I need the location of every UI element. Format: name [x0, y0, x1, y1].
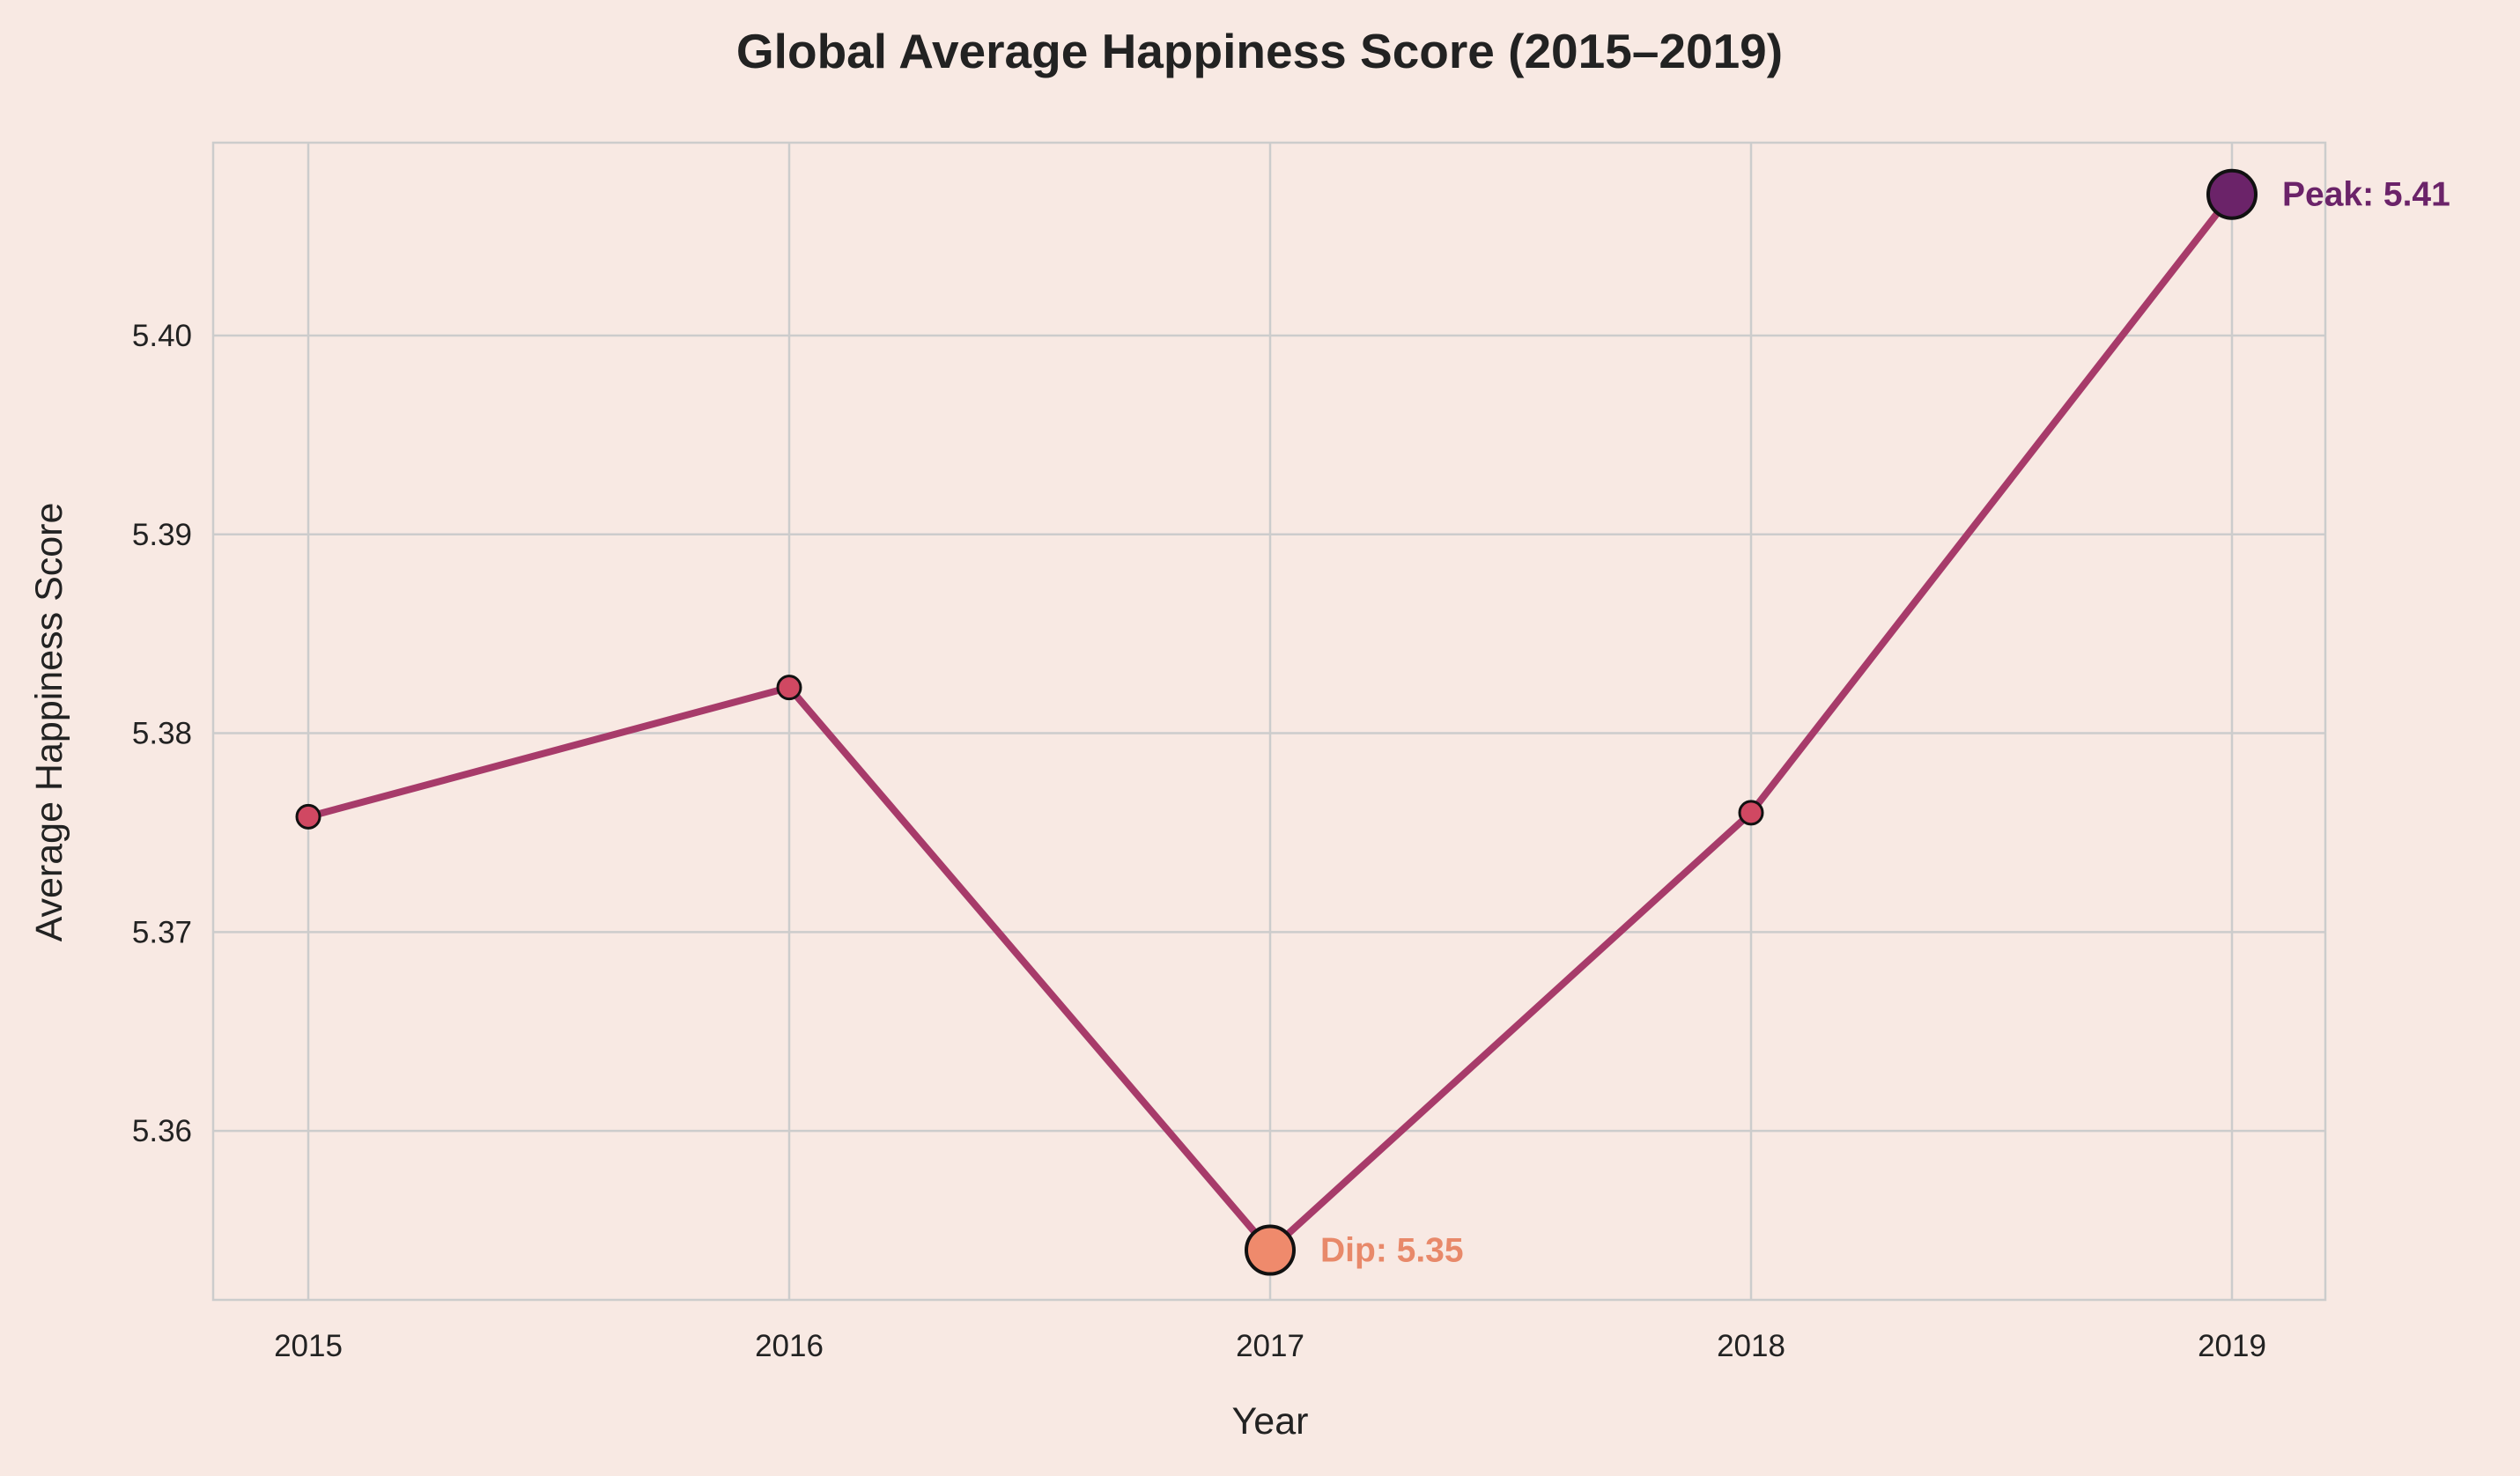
- plot-frame: [211, 141, 2327, 1302]
- x-tick-label: 2019: [2198, 1329, 2266, 1363]
- y-tick-label: 5.39: [132, 518, 192, 552]
- data-point: [776, 675, 802, 701]
- x-axis-label: Year: [1232, 1400, 1309, 1443]
- x-tick-label: 2015: [274, 1329, 343, 1363]
- dip-point: [1245, 1224, 1296, 1276]
- x-tick-label: 2016: [755, 1329, 824, 1363]
- peak-point: [2206, 168, 2258, 220]
- y-tick-label: 5.38: [132, 717, 192, 751]
- annotation-label: Peak: 5.41: [2282, 176, 2450, 214]
- y-tick-label: 5.37: [132, 915, 192, 949]
- y-axis-label: Average Happiness Score: [28, 503, 70, 942]
- y-tick-label: 5.36: [132, 1114, 192, 1148]
- y-tick-label: 5.40: [132, 319, 192, 353]
- data-point: [295, 803, 321, 830]
- x-tick-label: 2017: [1236, 1329, 1304, 1363]
- data-point: [1738, 800, 1764, 826]
- chart-title: Global Average Happiness Score (2015–201…: [736, 24, 1783, 78]
- x-tick-label: 2018: [1717, 1329, 1785, 1363]
- annotation-label: Dip: 5.35: [1320, 1232, 1464, 1270]
- plot-area: 2015 2016 2017 2018 2019 5.36 5.37 5.38 5.39 5.40…: [132, 141, 2450, 1363]
